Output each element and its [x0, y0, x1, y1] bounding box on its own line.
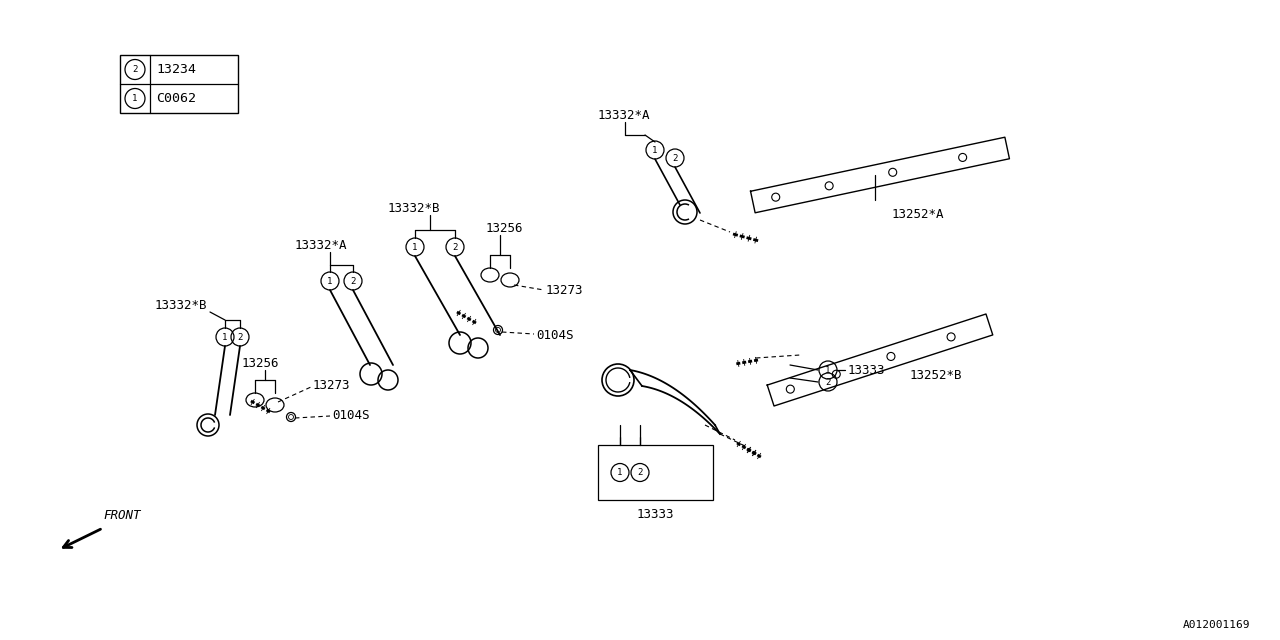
- Text: 13333: 13333: [636, 508, 675, 520]
- Text: 1: 1: [132, 94, 138, 103]
- Text: 13256: 13256: [242, 356, 279, 369]
- Text: 13332*A: 13332*A: [294, 239, 347, 252]
- Text: 2: 2: [132, 65, 138, 74]
- Text: 2: 2: [452, 243, 458, 252]
- Bar: [598, 445, 713, 500]
- Text: 1: 1: [223, 333, 228, 342]
- Text: 1: 1: [617, 468, 622, 477]
- Text: 1: 1: [826, 365, 831, 374]
- Text: 13332*B: 13332*B: [388, 202, 440, 214]
- Text: 13333: 13333: [849, 364, 886, 376]
- Text: C0062: C0062: [156, 92, 196, 105]
- Text: FRONT: FRONT: [102, 509, 141, 522]
- Text: 13256: 13256: [486, 221, 524, 234]
- Text: 13332*B: 13332*B: [155, 298, 207, 312]
- Text: 1: 1: [412, 243, 417, 252]
- Text: 0104S: 0104S: [332, 408, 370, 422]
- Text: 13234: 13234: [156, 63, 196, 76]
- Text: 1: 1: [328, 276, 333, 285]
- Text: 13332*A: 13332*A: [598, 109, 650, 122]
- Text: 13273: 13273: [314, 378, 351, 392]
- Text: 2: 2: [826, 378, 831, 387]
- Text: 13273: 13273: [547, 284, 584, 296]
- Text: 1: 1: [653, 145, 658, 154]
- Text: 0104S: 0104S: [536, 328, 573, 342]
- Text: 2: 2: [637, 468, 643, 477]
- Text: 2: 2: [237, 333, 243, 342]
- Bar: [120, 55, 238, 113]
- Text: 13252*A: 13252*A: [892, 208, 945, 221]
- Text: A012001169: A012001169: [1183, 620, 1251, 630]
- Text: 13252*B: 13252*B: [910, 369, 963, 381]
- Text: 2: 2: [672, 154, 677, 163]
- Text: 2: 2: [351, 276, 356, 285]
